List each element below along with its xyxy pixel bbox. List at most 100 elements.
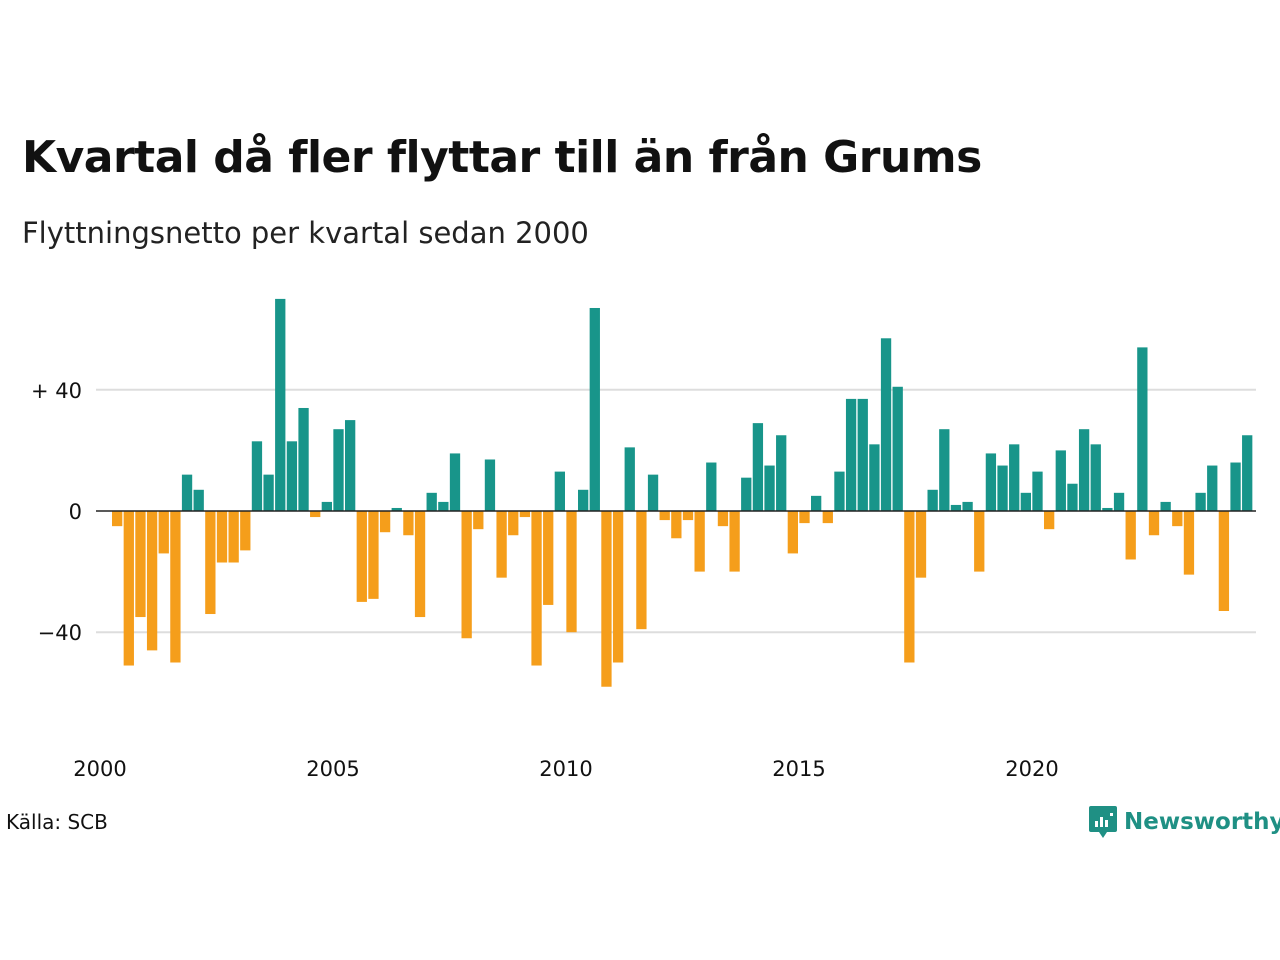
- bar-2004K2: [310, 511, 321, 518]
- bar-2014K2: [776, 435, 787, 511]
- x-tick-label: 2010: [539, 757, 592, 781]
- bar-2005K1: [345, 420, 356, 511]
- bar-2007K2: [449, 453, 461, 511]
- bar-2006K3: [414, 511, 426, 618]
- bar-2005K2: [356, 511, 367, 602]
- bar-2001K2: [170, 511, 181, 663]
- x-tick-label: 2015: [772, 757, 825, 781]
- bar-2009K4: [566, 511, 577, 633]
- bar-2022K1: [1137, 347, 1148, 511]
- bar-2022K2: [1148, 511, 1160, 536]
- bar-2021K4: [1125, 511, 1136, 560]
- bar-2016K2: [869, 444, 880, 511]
- bar-2023K3: [1207, 465, 1218, 511]
- bar-2018K4: [985, 453, 997, 511]
- bar-2020K2: [1055, 450, 1066, 511]
- bar-2024K1: [1230, 462, 1241, 511]
- bar-2010K1: [578, 489, 589, 511]
- bar-2004K1: [298, 407, 309, 511]
- bar-2015K3: [834, 471, 845, 511]
- bar-2006K1: [391, 507, 402, 511]
- bar-2017K3: [927, 489, 938, 511]
- bar-chart: + 40 0 −40 2000 2005 2010 2015 2020: [31, 298, 1256, 781]
- bar-2016K3: [880, 338, 892, 511]
- bar-2012K3: [694, 511, 705, 572]
- bar-2015K4: [845, 398, 857, 511]
- bar-2008K1: [484, 459, 496, 511]
- y-axis: + 40 0 −40: [31, 379, 82, 645]
- bar-2022K3: [1160, 501, 1171, 511]
- bar-2012K4: [706, 462, 717, 511]
- bar-2005K3: [368, 511, 379, 599]
- bar-2003K4: [286, 441, 298, 511]
- x-tick-label: 2005: [306, 757, 359, 781]
- bar-2023K4: [1218, 511, 1230, 611]
- bar-2018K2: [962, 501, 973, 511]
- bar-2001K3: [181, 474, 193, 511]
- bar-2007K1: [438, 501, 449, 511]
- bar-2014K1: [764, 465, 775, 511]
- bar-2000K4: [146, 511, 158, 651]
- bar-2008K2: [496, 511, 507, 578]
- y-tick-label: −40: [38, 621, 82, 645]
- bar-2019K1: [997, 465, 1008, 511]
- bar-2004K3: [321, 501, 332, 511]
- bar-2003K2: [263, 474, 274, 511]
- bar-2021K3: [1113, 492, 1125, 511]
- bar-2005K4: [379, 511, 391, 533]
- bar-2018K3: [974, 511, 985, 572]
- bar-2012K1: [671, 511, 682, 539]
- grid-lines: [96, 388, 1256, 634]
- bar-2007K4: [473, 511, 484, 530]
- bar-2002K4: [240, 511, 251, 551]
- bar-2009K2: [543, 511, 554, 605]
- bars: [112, 298, 1253, 687]
- chart-title: Kvartal då fler flyttar till än från Gru…: [22, 132, 982, 183]
- bar-2006K2: [403, 511, 414, 536]
- x-tick-label: 2020: [1005, 757, 1058, 781]
- bar-2016K1: [857, 398, 868, 511]
- bar-2004K4: [333, 429, 344, 511]
- bar-2013K1: [717, 511, 729, 527]
- bar-2021K1: [1090, 444, 1101, 511]
- source-note: Källa: SCB: [6, 810, 108, 834]
- bar-2020K3: [1067, 483, 1078, 511]
- bar-2013K2: [729, 511, 740, 572]
- bar-2024K2: [1242, 435, 1253, 511]
- bar-2001K1: [158, 511, 169, 554]
- bar-2020K1: [1044, 511, 1055, 530]
- bar-2019K2: [1009, 444, 1020, 511]
- bar-2015K2: [822, 511, 833, 524]
- x-tick-label: 2000: [73, 757, 126, 781]
- bar-2019K3: [1020, 492, 1031, 511]
- bar-2000K3: [135, 511, 146, 618]
- bar-2010K4: [612, 511, 624, 663]
- bar-2018K1: [950, 504, 962, 511]
- y-tick-label: 0: [69, 500, 82, 524]
- bar-2017K1: [904, 511, 915, 663]
- bar-2009K1: [531, 511, 542, 666]
- bar-2012K2: [682, 511, 694, 521]
- bar-2015K1: [811, 495, 822, 511]
- bar-2009K3: [554, 471, 565, 511]
- bar-2022K4: [1172, 511, 1183, 527]
- chart-subtitle: Flyttningsnetto per kvartal sedan 2000: [22, 216, 589, 250]
- bar-2013K4: [752, 423, 764, 511]
- bar-2023K2: [1195, 492, 1206, 511]
- bar-2019K4: [1032, 471, 1043, 511]
- bar-2002K2: [216, 511, 228, 563]
- brand-logo[interactable]: Newsworthy: [1088, 804, 1280, 840]
- bar-2000K1: [112, 511, 123, 527]
- bar-2002K3: [228, 511, 239, 563]
- bar-2003K1: [251, 441, 263, 511]
- bar-2000K2: [123, 511, 134, 666]
- bar-2003K3: [275, 298, 286, 511]
- bar-2017K2: [915, 511, 927, 578]
- bar-2017K4: [939, 429, 950, 511]
- bar-2010K3: [601, 511, 612, 687]
- bar-2001K4: [193, 489, 204, 511]
- bar-2014K3: [787, 511, 798, 554]
- bar-2013K3: [741, 477, 752, 511]
- bar-2006K4: [426, 492, 437, 511]
- bar-2023K1: [1183, 511, 1195, 575]
